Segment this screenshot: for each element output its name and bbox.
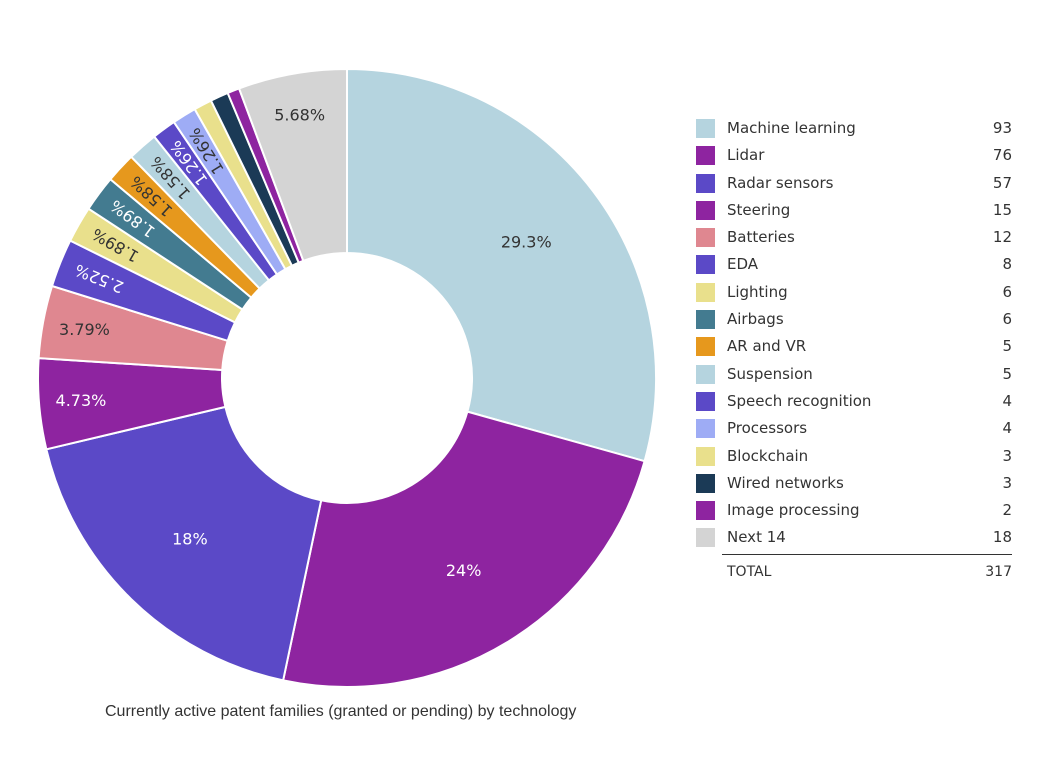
legend-swatch	[696, 146, 715, 166]
chart-caption: Currently active patent families (grante…	[105, 703, 577, 720]
legend-item-airbags[interactable]: Airbags 6	[696, 307, 1012, 334]
legend-item-blockchain[interactable]: Blockchain 3	[696, 444, 1012, 471]
legend-total-rule	[722, 554, 1012, 555]
legend-item-batteries[interactable]: Batteries 12	[696, 225, 1012, 252]
legend-swatch	[696, 419, 715, 439]
slice-radar-sensors[interactable]	[45, 405, 323, 682]
slice-machine-learning[interactable]	[346, 67, 657, 463]
legend-swatch	[696, 473, 715, 493]
legend-value: 8	[1002, 255, 1012, 274]
legend-swatch	[696, 501, 715, 521]
legend-item-suspension[interactable]: Suspension 5	[696, 362, 1012, 389]
slice-label-machine-learning: 29.3%	[501, 232, 552, 251]
legend-label: Batteries	[727, 228, 795, 247]
legend-label: AR and VR	[727, 337, 807, 356]
legend-item-lidar[interactable]: Lidar 76	[696, 143, 1012, 170]
legend-label: Image processing	[727, 501, 860, 520]
legend-label: Next 14	[727, 528, 786, 547]
legend-item-radar-sensors[interactable]: Radar sensors 57	[696, 171, 1012, 198]
legend-swatch	[696, 119, 715, 138]
legend-label: Radar sensors	[727, 173, 834, 192]
legend-swatch	[696, 391, 715, 411]
legend-label: Processors	[727, 419, 808, 438]
legend-label: Lighting	[727, 282, 788, 301]
legend-swatch	[696, 173, 715, 193]
legend-label: EDA	[727, 255, 759, 274]
slice-label-lidar: 24%	[446, 561, 482, 580]
slice-next-14[interactable]	[237, 67, 348, 263]
slice-label-next-14: 5.68%	[274, 106, 325, 125]
legend-label: Suspension	[727, 364, 813, 383]
legend-swatch	[696, 282, 715, 302]
legend-value: 76	[992, 146, 1012, 165]
legend-label: Machine learning	[727, 119, 856, 137]
legend-value: 3	[1002, 473, 1012, 492]
legend: Machine learning 93 Lidar 76 Radar sensors 57…	[696, 116, 1012, 579]
legend-item-next-14[interactable]: Next 14 18	[696, 525, 1012, 552]
legend-value: 4	[1002, 391, 1012, 410]
donut-chart: 29.3%24%18%4.73%3.79%2.52%1.89%1.89%1.58…	[37, 67, 657, 688]
legend-value: 3	[1002, 446, 1012, 465]
legend-item-image-processing[interactable]: Image processing 2	[696, 498, 1012, 525]
legend-value: 4	[1002, 419, 1012, 438]
legend-swatch	[696, 364, 715, 384]
legend-value: 5	[1002, 337, 1012, 356]
total-label: TOTAL	[727, 564, 772, 579]
slice-label-radar-sensors: 18%	[172, 530, 208, 549]
legend-value: 15	[992, 200, 1012, 219]
slice-label-steering: 4.73%	[56, 391, 107, 410]
legend-swatch	[696, 310, 715, 330]
legend-swatch	[696, 446, 715, 466]
legend-label: Blockchain	[727, 446, 809, 465]
legend-item-lighting[interactable]: Lighting 6	[696, 280, 1012, 307]
legend-total-row: TOTAL 317	[696, 562, 1012, 579]
legend-swatch	[696, 528, 715, 548]
legend-item-processors[interactable]: Processors 4	[696, 416, 1012, 443]
legend-value: 6	[1002, 310, 1012, 329]
legend-swatch	[696, 200, 715, 220]
legend-value: 5	[1002, 364, 1012, 383]
donut-slices	[37, 67, 657, 688]
legend-label: Lidar	[727, 146, 765, 165]
legend-item-machine-learning[interactable]: Machine learning 93	[696, 116, 1012, 143]
legend-item-steering[interactable]: Steering 15	[696, 198, 1012, 225]
legend-value: 6	[1002, 282, 1012, 301]
legend-value: 18	[992, 528, 1012, 547]
slice-lidar[interactable]	[281, 410, 646, 688]
legend-label: Speech recognition	[727, 391, 872, 410]
legend-swatch	[696, 228, 715, 248]
legend-item-ar-and-vr[interactable]: AR and VR 5	[696, 334, 1012, 361]
legend-item-speech-recognition[interactable]: Speech recognition 4	[696, 389, 1012, 416]
legend-label: Airbags	[727, 310, 784, 329]
legend-item-eda[interactable]: EDA 8	[696, 252, 1012, 279]
legend-value: 57	[992, 173, 1012, 192]
legend-value: 2	[1002, 501, 1012, 520]
legend-item-wired-networks[interactable]: Wired networks 3	[696, 471, 1012, 498]
legend-swatch	[696, 337, 715, 357]
total-value: 317	[985, 564, 1012, 579]
legend-value: 12	[992, 228, 1012, 247]
legend-swatch	[696, 255, 715, 275]
legend-value: 93	[992, 119, 1012, 137]
legend-label: Steering	[727, 200, 791, 219]
slice-label-batteries: 3.79%	[59, 320, 110, 339]
legend-label: Wired networks	[727, 473, 844, 492]
